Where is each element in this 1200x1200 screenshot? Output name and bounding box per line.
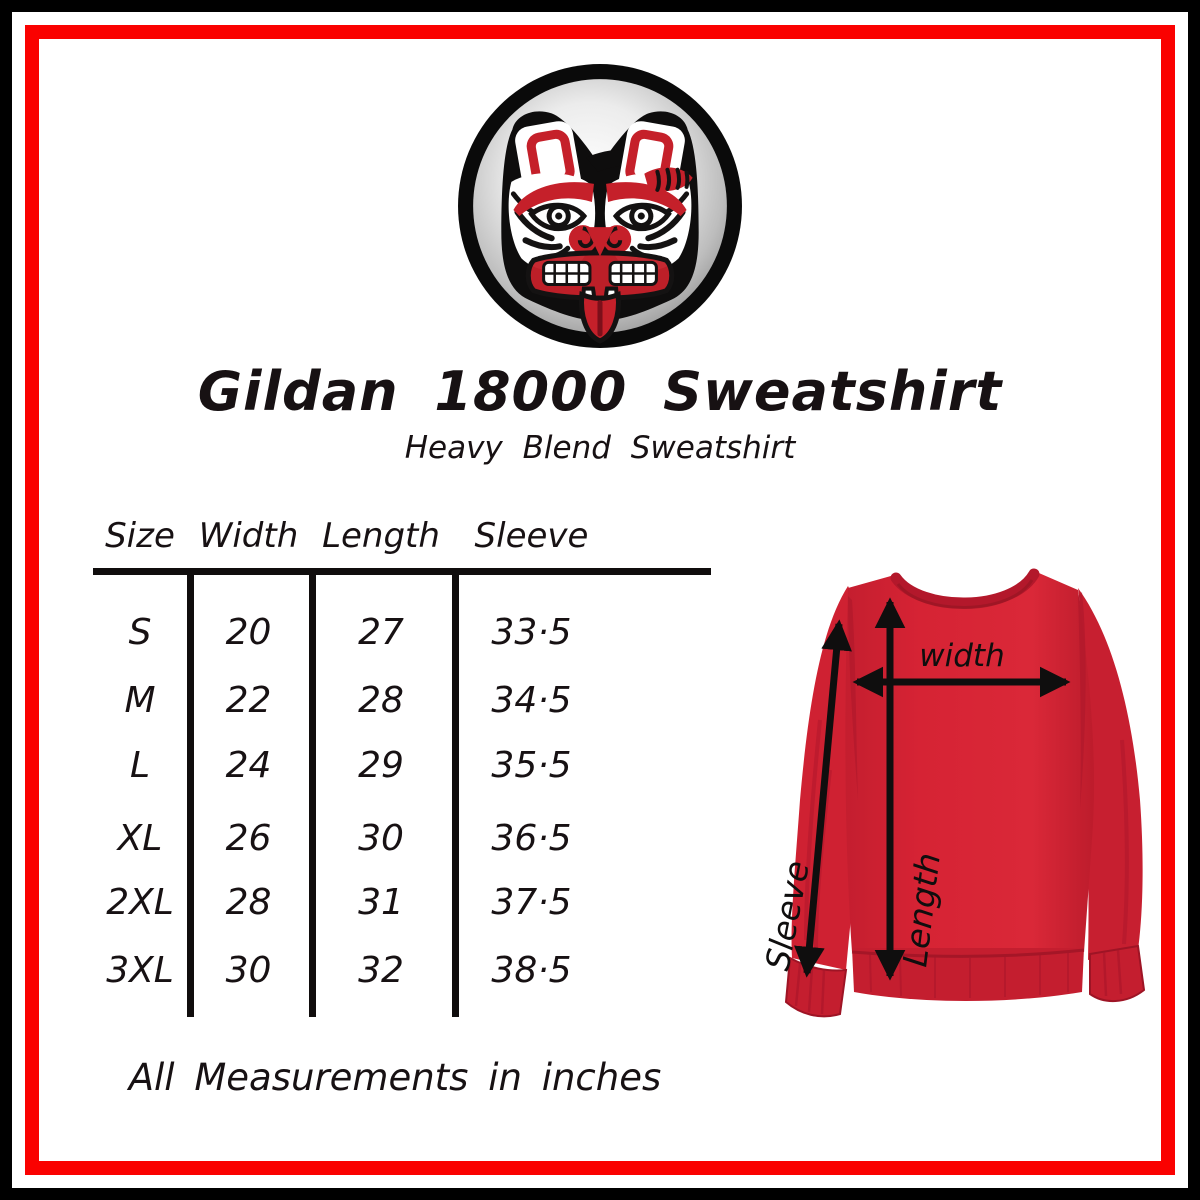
width-cell: 20 xyxy=(225,611,272,653)
width-cell: 28 xyxy=(225,881,272,923)
measurement-note: All Measurements in inches xyxy=(128,1056,662,1099)
length-cell: 30 xyxy=(358,817,404,859)
header-length: Length xyxy=(322,516,440,556)
width-cell: 24 xyxy=(225,744,272,786)
table-row: 3XL 30 32 38·5 xyxy=(93,936,711,1004)
size-cell: 3XL xyxy=(106,949,174,991)
table-row: XL 26 30 36·5 xyxy=(93,804,711,872)
length-cell: 27 xyxy=(358,611,404,653)
table-row: L 24 29 35·5 xyxy=(93,731,711,799)
width-cell: 30 xyxy=(225,949,272,991)
length-cell: 32 xyxy=(358,949,404,991)
length-cell: 28 xyxy=(358,679,404,721)
size-cell: 2XL xyxy=(106,881,174,923)
page-title: Gildan 18000 Sweatshirt xyxy=(197,360,1003,423)
size-cell: M xyxy=(124,679,156,721)
tribal-bear-logo-icon xyxy=(458,64,742,348)
table-row: S 20 27 33·5 xyxy=(93,598,711,666)
size-cell: XL xyxy=(117,817,163,859)
length-cell: 29 xyxy=(358,744,404,786)
width-cell: 26 xyxy=(225,817,272,859)
header-width: Width xyxy=(198,516,299,556)
width-arrow-label: width xyxy=(919,638,1004,674)
size-table-header: Size Width Length Sleeve xyxy=(93,504,711,560)
table-row: M 22 28 34·5 xyxy=(93,666,711,734)
sleeve-cell: 33·5 xyxy=(491,611,572,653)
table-divider-1 xyxy=(187,575,194,1017)
table-divider-3 xyxy=(452,575,459,1017)
table-divider-2 xyxy=(309,575,316,1017)
header-size: Size xyxy=(105,516,175,556)
width-cell: 22 xyxy=(225,679,272,721)
length-cell: 31 xyxy=(358,881,404,923)
size-cell: S xyxy=(128,611,152,653)
size-cell: L xyxy=(129,744,151,786)
sleeve-cell: 35·5 xyxy=(491,744,572,786)
sleeve-cell: 37·5 xyxy=(491,881,572,923)
sleeve-cell: 36·5 xyxy=(491,817,572,859)
header-sleeve: Sleeve xyxy=(474,516,589,556)
table-row: 2XL 28 31 37·5 xyxy=(93,868,711,936)
sweatshirt-measurement-diagram: width Length Sleeve xyxy=(760,568,1146,1018)
page-subtitle: Heavy Blend Sweatshirt xyxy=(404,430,796,466)
sleeve-cell: 38·5 xyxy=(491,949,572,991)
sleeve-cell: 34·5 xyxy=(491,679,572,721)
table-top-rule xyxy=(93,568,711,575)
